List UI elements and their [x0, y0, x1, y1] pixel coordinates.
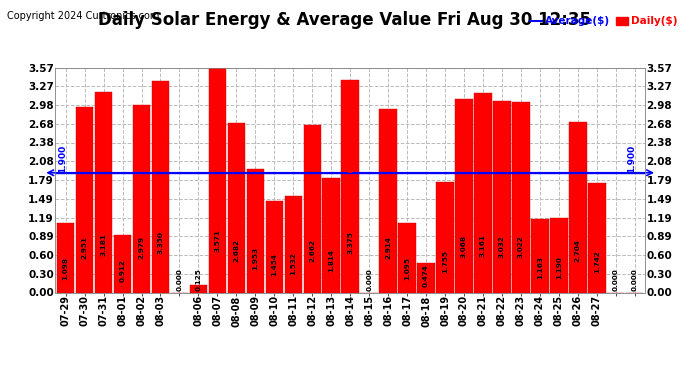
Text: 3.571: 3.571: [215, 229, 220, 252]
Bar: [417, 262, 435, 292]
Bar: [228, 123, 245, 292]
Bar: [398, 224, 416, 292]
Text: 3.350: 3.350: [157, 232, 164, 255]
Bar: [208, 68, 226, 292]
Text: 1.900: 1.900: [627, 144, 636, 173]
Text: 0.000: 0.000: [366, 268, 372, 291]
Bar: [190, 285, 207, 292]
Text: 0.474: 0.474: [423, 264, 429, 287]
Text: 1.454: 1.454: [271, 253, 277, 276]
Bar: [246, 170, 264, 292]
Text: 1.755: 1.755: [442, 250, 448, 273]
Legend: Average($), Daily($): Average($), Daily($): [530, 16, 678, 27]
Text: 1.900: 1.900: [58, 144, 67, 173]
Text: 3.375: 3.375: [347, 231, 353, 254]
Bar: [284, 196, 302, 292]
Bar: [266, 201, 283, 292]
Bar: [436, 182, 454, 292]
Text: 1.098: 1.098: [63, 257, 68, 280]
Bar: [152, 81, 169, 292]
Text: 3.068: 3.068: [461, 235, 467, 258]
Bar: [342, 80, 359, 292]
Text: 2.914: 2.914: [385, 237, 391, 260]
Text: 3.032: 3.032: [499, 236, 505, 258]
Text: 2.951: 2.951: [81, 236, 88, 259]
Text: 3.161: 3.161: [480, 234, 486, 256]
Bar: [531, 219, 549, 292]
Text: 3.022: 3.022: [518, 236, 524, 258]
Bar: [95, 92, 112, 292]
Bar: [588, 183, 606, 292]
Bar: [322, 178, 340, 292]
Bar: [512, 102, 530, 292]
Text: 0.912: 0.912: [119, 259, 126, 282]
Text: 1.532: 1.532: [290, 252, 296, 275]
Text: 0.125: 0.125: [195, 268, 201, 291]
Text: 0.000: 0.000: [613, 268, 619, 291]
Bar: [380, 109, 397, 292]
Bar: [114, 235, 131, 292]
Text: 2.979: 2.979: [139, 236, 144, 259]
Bar: [57, 223, 75, 292]
Text: 2.682: 2.682: [233, 239, 239, 262]
Bar: [132, 105, 150, 292]
Bar: [455, 99, 473, 292]
Text: 1.163: 1.163: [537, 256, 543, 279]
Text: 2.704: 2.704: [575, 239, 581, 262]
Text: Daily Solar Energy & Average Value Fri Aug 30 12:35: Daily Solar Energy & Average Value Fri A…: [99, 11, 591, 29]
Text: 1.814: 1.814: [328, 249, 334, 272]
Bar: [569, 122, 586, 292]
Text: 1.190: 1.190: [556, 256, 562, 279]
Text: 1.095: 1.095: [404, 257, 410, 280]
Text: 1.742: 1.742: [594, 250, 600, 273]
Text: 3.181: 3.181: [101, 234, 106, 256]
Bar: [493, 101, 511, 292]
Text: 0.000: 0.000: [632, 268, 638, 291]
Text: 0.000: 0.000: [177, 268, 182, 291]
Bar: [474, 93, 492, 292]
Text: Copyright 2024 Curtronics.com: Copyright 2024 Curtronics.com: [7, 11, 159, 21]
Text: 2.662: 2.662: [309, 239, 315, 262]
Bar: [76, 106, 93, 292]
Text: 1.953: 1.953: [253, 248, 258, 270]
Bar: [550, 217, 568, 292]
Bar: [304, 125, 321, 292]
